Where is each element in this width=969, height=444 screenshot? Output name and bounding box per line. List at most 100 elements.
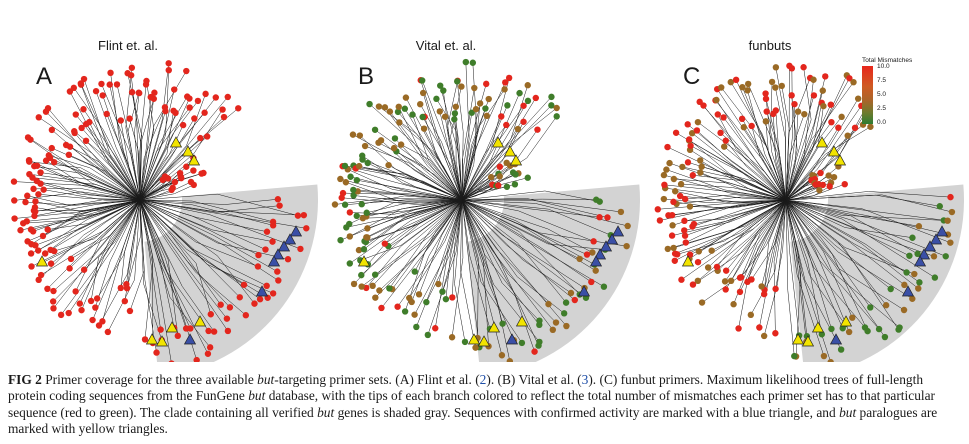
tree-branch [461, 199, 520, 225]
tree-branch [811, 183, 845, 197]
tree-branch [151, 189, 172, 198]
tree-branch [139, 199, 202, 211]
tree-branch [51, 129, 96, 168]
tree-branch [201, 210, 307, 229]
tree-branch [372, 242, 413, 286]
tree-branch [724, 199, 787, 220]
branch-tip [89, 316, 96, 324]
tree-branch [729, 199, 787, 223]
branch-tip [190, 181, 197, 189]
tree-branch [449, 199, 463, 256]
branch-tip [722, 286, 729, 293]
tree-branch [217, 255, 255, 304]
legend-tick: 0.0 [877, 119, 886, 126]
tree-branch [190, 248, 267, 287]
tree-branch [428, 160, 463, 201]
branch-tip [123, 281, 130, 288]
tree-branch [53, 257, 92, 292]
tree-branch [765, 121, 769, 154]
branch-tip [663, 166, 670, 173]
tree-branch [69, 226, 114, 269]
tree-branch [95, 167, 141, 201]
tree-branch [406, 199, 463, 219]
tree-branch [181, 286, 215, 332]
branch-tip [718, 84, 725, 91]
tree-branch [539, 246, 592, 283]
tree-branch [169, 118, 195, 159]
tree-branch [423, 128, 444, 168]
tree-branch [475, 254, 503, 356]
panel-c-letter: C [683, 63, 700, 90]
tree-branch [548, 208, 611, 236]
branch-tip [914, 250, 921, 258]
tree-branch [785, 199, 843, 220]
branch-tip [713, 96, 720, 104]
tree-branch [700, 172, 741, 189]
tree-branch [35, 201, 80, 212]
tree-branch [461, 183, 492, 201]
confirmed-activity-triangle [577, 285, 591, 297]
branch-tip [895, 326, 902, 333]
tree-branch [725, 140, 747, 167]
tree-branch [788, 77, 811, 134]
branch-tip [830, 173, 838, 181]
branch-tip [915, 285, 922, 292]
tree-branch [461, 152, 501, 201]
branch-tip [235, 105, 242, 112]
tree-branch [445, 255, 451, 300]
citation-link[interactable]: 2 [479, 372, 487, 387]
tree-branch [161, 89, 175, 143]
branch-tip [686, 203, 694, 210]
tree-branch [496, 105, 524, 143]
tree-branch [425, 176, 463, 201]
tree-branch [81, 256, 105, 311]
tree-branch [803, 79, 814, 156]
tree-branch [125, 127, 141, 201]
tree-branch [524, 207, 600, 218]
caption-label: FIG 2 [8, 372, 42, 387]
branch-tip [788, 92, 795, 99]
branch-tip [768, 78, 776, 86]
branch-tip [32, 198, 39, 205]
tree-branch [461, 199, 507, 239]
branch-tip [681, 232, 689, 239]
tree-branch [104, 153, 141, 201]
tree-branch [134, 131, 141, 201]
tree-branch [733, 244, 758, 305]
tree-branch [742, 87, 766, 143]
tree-branch [116, 84, 130, 139]
tree-branch [110, 199, 141, 261]
caption-gene-name: but [317, 404, 335, 420]
branch-tip [361, 142, 369, 150]
tree-branch [359, 165, 425, 184]
branch-tip [350, 186, 357, 194]
tree-branch [807, 247, 843, 329]
branch-tip [672, 129, 680, 136]
branch-tip [104, 328, 112, 336]
branch-tip [98, 80, 105, 88]
tree-branch [868, 191, 951, 198]
branch-tip [487, 173, 495, 181]
tree-branch [785, 124, 815, 201]
branch-tip [363, 209, 370, 216]
branch-tip [204, 350, 212, 357]
tree-branch [35, 227, 83, 246]
branch-tip [791, 352, 798, 360]
confirmed-activity-triangle [913, 255, 927, 267]
citation-link[interactable]: 3 [581, 372, 589, 387]
branch-tip [623, 242, 630, 250]
paralogue-triangle [357, 255, 371, 267]
tree-branch [101, 83, 131, 155]
tree-branch [785, 199, 852, 217]
tree-branch [499, 261, 539, 346]
tree-branch [736, 149, 787, 201]
tree-branch [139, 157, 145, 201]
caption-gene-name: but [839, 404, 857, 420]
tree-branch [775, 87, 786, 139]
tree-branch [397, 246, 441, 307]
tree-branch [774, 199, 787, 244]
branch-tip [700, 102, 707, 109]
tree-branch [30, 217, 85, 230]
paralogue-triangle [503, 145, 517, 157]
branch-tip [679, 163, 686, 171]
